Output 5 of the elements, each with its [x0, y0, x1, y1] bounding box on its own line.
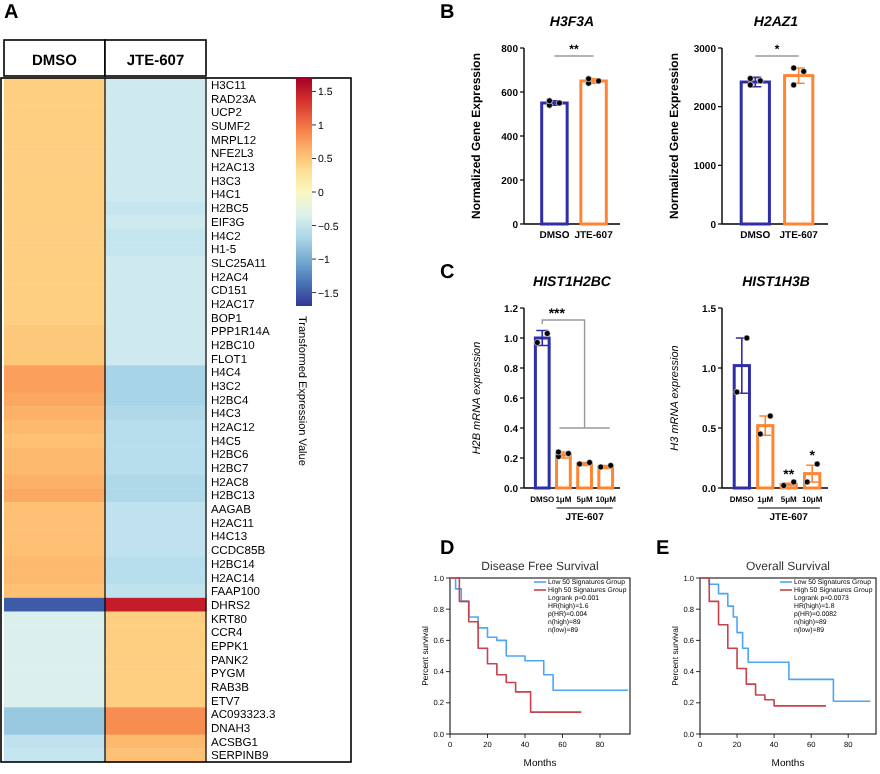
text: B: [440, 2, 455, 24]
text: A: [4, 2, 19, 24]
text: E: [656, 538, 670, 560]
text: D: [440, 538, 455, 560]
text: C: [440, 262, 455, 284]
